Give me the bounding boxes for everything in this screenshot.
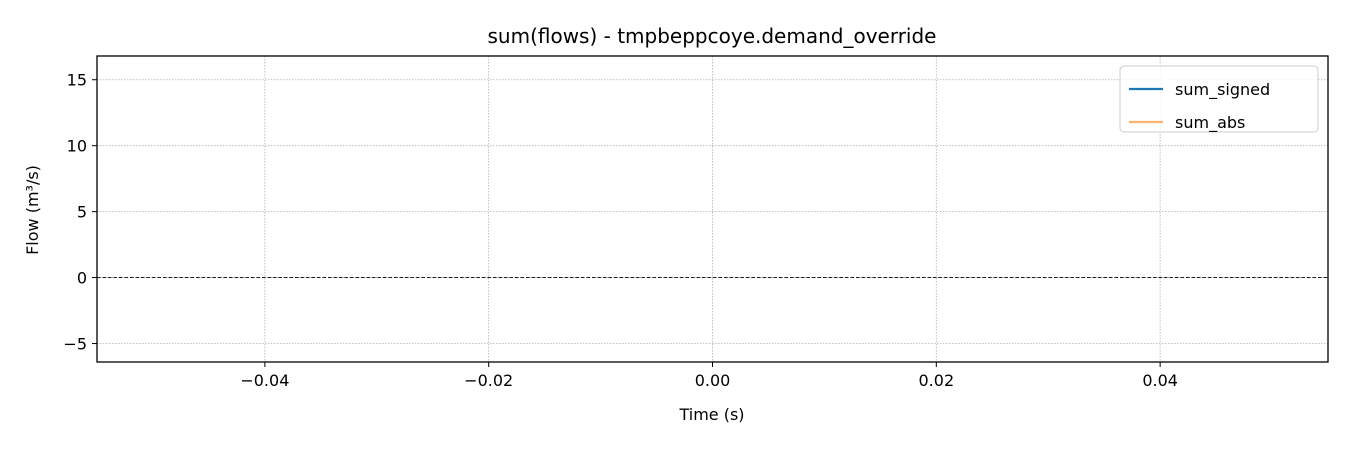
chart-title: sum(flows) - tmpbeppcoye.demand_override bbox=[487, 24, 936, 48]
x-tick-label: −0.04 bbox=[240, 371, 289, 390]
x-tick-label: 0.02 bbox=[919, 371, 955, 390]
y-tick-label: 5 bbox=[77, 203, 87, 222]
y-tick-label: 0 bbox=[77, 269, 87, 288]
y-axis-label: Flow (m³/s) bbox=[23, 165, 42, 255]
y-tick-label: −5 bbox=[63, 335, 87, 354]
legend-label-sum-abs: sum_abs bbox=[1175, 113, 1245, 133]
x-tick-label: −0.02 bbox=[464, 371, 513, 390]
legend-label-sum-signed: sum_signed bbox=[1175, 80, 1270, 100]
y-tick-label: 15 bbox=[67, 71, 87, 90]
x-tick-label: 0.04 bbox=[1142, 371, 1178, 390]
x-tick-label: 0.00 bbox=[695, 371, 731, 390]
x-axis-label: Time (s) bbox=[678, 405, 744, 424]
legend-box bbox=[1119, 65, 1319, 133]
y-tick-label: 10 bbox=[67, 137, 87, 156]
y-axis-ticks: −5 0 5 10 15 bbox=[63, 71, 97, 354]
x-axis-ticks: −0.04 −0.02 0.00 0.02 0.04 bbox=[240, 362, 1178, 390]
legend: sum_signed sum_abs bbox=[1119, 65, 1319, 133]
